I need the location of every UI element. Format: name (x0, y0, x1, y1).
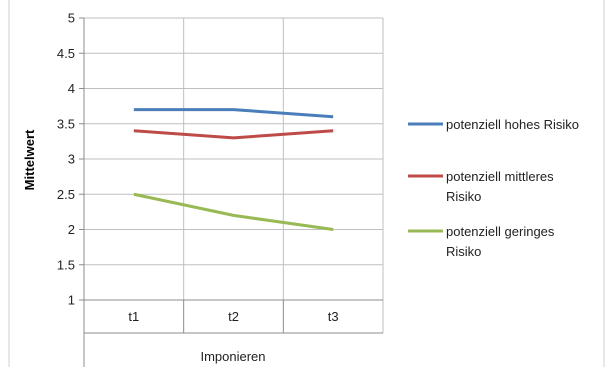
y-tick-label: 2 (68, 222, 75, 237)
x-axis-title: Imponieren (200, 349, 265, 364)
legend-label: potenziell geringes (446, 224, 555, 239)
series-line (133, 108, 334, 119)
tick-labels: 1 1.5 2 2.5 3 3.5 4 4.5 5 t1 t2 t3 (57, 11, 339, 325)
y-tick-label: 5 (68, 11, 75, 26)
legend: potenziell hohes Risiko potenziell mittle… (408, 117, 579, 259)
y-tick-label: 3.5 (57, 116, 75, 131)
x-tick-label: t2 (228, 309, 239, 324)
series-line (133, 129, 334, 140)
series-lines (133, 108, 334, 231)
legend-label: potenziell mittleres (446, 169, 554, 184)
legend-label: Risiko (446, 244, 481, 259)
y-tick-label: 1.5 (57, 257, 75, 272)
y-tick-label: 1 (68, 293, 75, 308)
axes (79, 17, 384, 367)
y-axis-title: Mittelwert (22, 129, 37, 190)
y-tick-label: 3 (68, 152, 75, 167)
y-tick-label: 2.5 (57, 187, 75, 202)
y-tick-label: 4 (68, 81, 75, 96)
series-line (133, 192, 334, 231)
legend-label: Risiko (446, 189, 481, 204)
x-tick-label: t3 (328, 309, 339, 324)
legend-label: potenziell hohes Risiko (446, 117, 579, 132)
x-tick-label: t1 (128, 309, 139, 324)
y-tick-label: 4.5 (57, 46, 75, 61)
